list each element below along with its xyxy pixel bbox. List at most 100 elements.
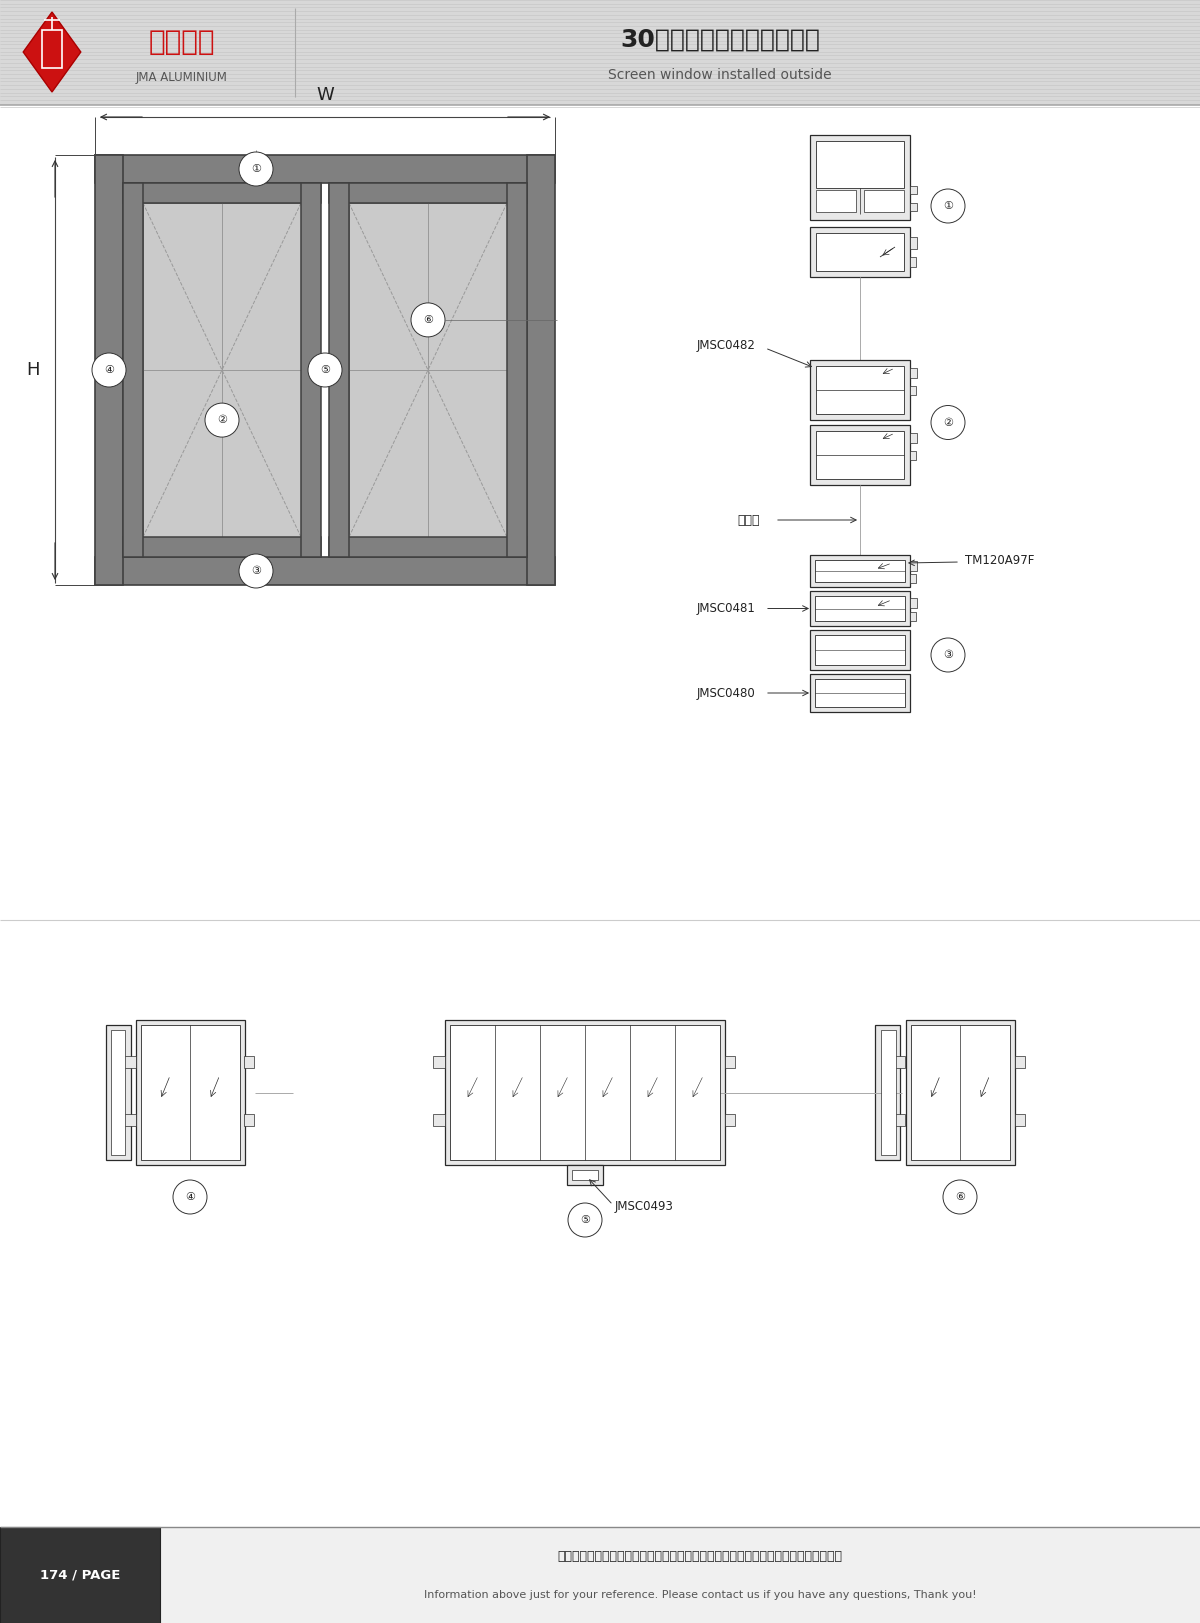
Text: ②: ② [943, 417, 953, 427]
Text: ⑤: ⑤ [580, 1216, 590, 1225]
Bar [42, 29, 62, 68]
Bar [910, 386, 916, 394]
Bar [816, 234, 904, 271]
Bar [910, 237, 917, 248]
Circle shape [931, 406, 965, 440]
Bar [876, 1026, 900, 1160]
Bar [572, 1170, 598, 1180]
Text: ⑥: ⑥ [422, 315, 433, 325]
Polygon shape [23, 11, 80, 93]
Bar [124, 183, 143, 557]
Bar [349, 203, 508, 537]
Bar [810, 135, 910, 221]
Bar [910, 451, 916, 459]
Bar [329, 537, 527, 557]
Bar [124, 183, 320, 203]
Bar [725, 1057, 734, 1068]
Circle shape [239, 153, 274, 187]
Circle shape [943, 1180, 977, 1214]
Bar [568, 1165, 604, 1185]
Text: W: W [316, 86, 334, 104]
Circle shape [239, 553, 274, 588]
Text: JMSC0493: JMSC0493 [616, 1201, 674, 1214]
Bar [450, 1026, 720, 1160]
Text: ④: ④ [104, 365, 114, 375]
Bar [864, 190, 904, 213]
Bar [1014, 1057, 1025, 1068]
Bar [810, 674, 910, 712]
Circle shape [92, 352, 126, 386]
Bar [433, 1057, 445, 1068]
Bar [140, 1026, 240, 1160]
Bar [810, 591, 910, 626]
Bar [329, 183, 349, 557]
Bar [810, 360, 910, 420]
Bar [910, 433, 917, 443]
Text: JMSC0480: JMSC0480 [696, 687, 755, 700]
Bar [95, 156, 124, 584]
Bar [810, 555, 910, 588]
Bar [124, 1057, 136, 1068]
Bar [95, 156, 554, 183]
Bar [433, 1115, 445, 1126]
Text: 金刚网: 金刚网 [738, 513, 760, 526]
Bar [725, 1115, 734, 1126]
Text: JMSC0482: JMSC0482 [696, 339, 755, 352]
Bar [910, 368, 917, 378]
Text: ①: ① [251, 164, 262, 174]
Bar [910, 597, 917, 609]
Bar [910, 612, 916, 622]
Bar [910, 203, 917, 211]
Bar [506, 183, 527, 557]
Text: ③: ③ [251, 566, 262, 576]
Text: ②: ② [217, 415, 227, 425]
Bar [815, 678, 905, 708]
Text: JMSC0481: JMSC0481 [696, 602, 755, 615]
Text: 30系列平开外加纱窗结构图: 30系列平开外加纱窗结构图 [620, 28, 820, 52]
Bar [816, 141, 904, 188]
Bar [894, 1115, 906, 1126]
Bar [810, 227, 910, 278]
Text: ⑤: ⑤ [320, 365, 330, 375]
Circle shape [568, 1203, 602, 1237]
Text: ③: ③ [943, 649, 953, 661]
Bar [110, 1031, 126, 1156]
Bar [910, 187, 917, 195]
Bar [301, 183, 320, 557]
Text: 174 / PAGE: 174 / PAGE [40, 1568, 120, 1581]
Bar [245, 1057, 254, 1068]
Bar [106, 1026, 131, 1160]
Bar [1014, 1115, 1025, 1126]
Text: Information above just for your reference. Please contact us if you have any que: Information above just for your referenc… [424, 1591, 977, 1600]
Bar [0, 1527, 1200, 1623]
Circle shape [173, 1180, 208, 1214]
Text: Screen window installed outside: Screen window installed outside [608, 68, 832, 83]
Bar [124, 537, 320, 557]
Bar [445, 1019, 725, 1165]
Bar [910, 256, 916, 268]
Bar [0, 1527, 160, 1623]
Bar [136, 1019, 245, 1165]
Bar [815, 560, 905, 583]
Bar [329, 183, 527, 203]
Bar [95, 557, 554, 584]
Bar [911, 1026, 1009, 1160]
Bar [527, 156, 554, 584]
Text: JMA ALUMINIUM: JMA ALUMINIUM [136, 71, 228, 84]
Bar [143, 203, 301, 537]
Circle shape [410, 304, 445, 338]
Text: ①: ① [943, 201, 953, 211]
Bar [910, 562, 917, 571]
Text: 坚美铝业: 坚美铝业 [149, 28, 215, 57]
Circle shape [931, 188, 965, 222]
Bar [910, 575, 916, 583]
Bar [810, 630, 910, 670]
Circle shape [205, 403, 239, 437]
Bar [124, 1115, 136, 1126]
Bar [810, 425, 910, 485]
Bar [815, 596, 905, 622]
Circle shape [931, 638, 965, 672]
Text: ⑥: ⑥ [955, 1191, 965, 1203]
Bar [894, 1057, 906, 1068]
Bar [245, 1115, 254, 1126]
